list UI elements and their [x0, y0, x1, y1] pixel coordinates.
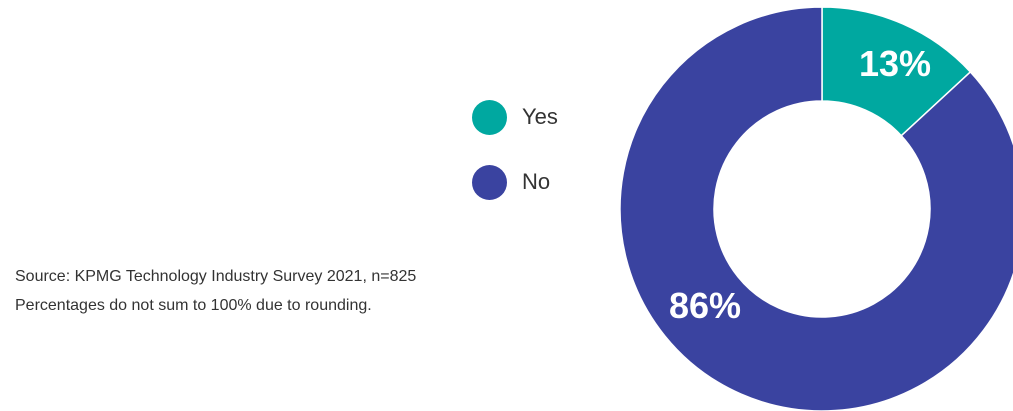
donut-slice-no	[619, 6, 1013, 411]
slice-label-no: 86%	[669, 285, 741, 326]
legend-swatch-yes	[472, 100, 507, 135]
legend-swatch-no	[472, 165, 507, 200]
legend-label-yes: Yes	[522, 104, 558, 129]
source-line: Source: KPMG Technology Industry Survey …	[15, 268, 417, 285]
source-note: Source: KPMG Technology Industry Survey …	[15, 262, 416, 320]
legend-label-no: No	[522, 169, 551, 194]
slice-label-yes: 13%	[859, 43, 931, 84]
rounding-note: Percentages do not sum to 100% due to ro…	[15, 297, 372, 314]
